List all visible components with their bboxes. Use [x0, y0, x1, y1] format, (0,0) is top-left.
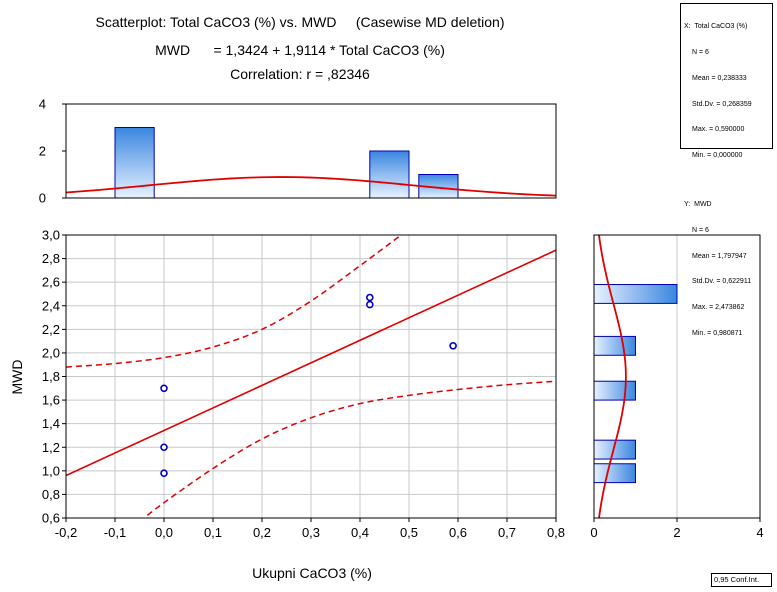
y-tick-label: 3,0 — [42, 228, 60, 243]
y-tick-label: 2,8 — [42, 251, 60, 266]
x-stats-header: X: Total CaCO3 (%) — [684, 23, 748, 31]
scatter-plot-panel: -0,2 -0,1 0,0 0,1 0,2 0,3 0,4 0,5 0,6 0,7 0,8 0,6 0,… — [42, 228, 565, 541]
data-point — [160, 384, 168, 393]
x-tick-label: 0,4 — [351, 525, 369, 540]
x-axis-label: Ukupni CaCO3 (%) — [252, 565, 372, 581]
right-hist-x-tick-label: 4 — [756, 525, 763, 540]
confidence-band-lower — [142, 380, 556, 518]
x-tick-label: 0,5 — [400, 525, 418, 540]
data-point — [160, 469, 168, 477]
y-stat-mean: Mean = 1,797947 — [692, 252, 747, 260]
y-tick-label: 0,8 — [42, 487, 60, 502]
y-stats-header: Y: MWD — [684, 201, 712, 209]
data-point — [160, 443, 168, 452]
x-tick-label: 0,6 — [449, 525, 467, 540]
x-tick-label: 0,8 — [547, 525, 565, 540]
y-stat-stddev: Std.Dv. = 0,622911 — [692, 278, 752, 286]
data-point — [449, 342, 457, 350]
top-hist-normal-curve — [65, 176, 557, 197]
x-histogram-panel: 0 2 4 — [39, 97, 557, 206]
y-tick-label: 1,4 — [42, 416, 60, 431]
top-hist-bar — [369, 150, 410, 199]
x-tick-label: 0,3 — [302, 525, 320, 540]
right-hist-normal-curve — [598, 234, 627, 519]
y-tick-label: 2,6 — [42, 275, 60, 290]
y-tick-label: 2,4 — [42, 298, 60, 313]
x-stat-stddev: Std.Dv. = 0,268359 — [692, 100, 752, 108]
x-tick-label: 0,2 — [253, 525, 271, 540]
right-hist-bar — [593, 463, 636, 484]
top-hist-y-tick-label: 4 — [39, 97, 46, 112]
y-stat-max: Max. = 2,473862 — [692, 304, 745, 312]
top-hist-y-tick-label: 2 — [39, 144, 46, 159]
y-tick-label: 1,0 — [42, 463, 60, 478]
y-stat-n: N = 6 — [692, 226, 709, 234]
regression-line — [66, 249, 556, 477]
y-tick-label: 2,2 — [42, 322, 60, 337]
y-tick-label: 0,6 — [42, 511, 60, 526]
data-point — [365, 300, 374, 309]
x-tick-label: -0,1 — [104, 525, 126, 540]
right-hist-x-tick-label: 0 — [590, 525, 597, 540]
y-tick-label: 1,6 — [42, 393, 60, 408]
regression-equation: MWD = 1,3424 + 1,9114 * Total CaCO3 (%) — [155, 42, 445, 58]
x-stat-min: Min. = 0,000000 — [692, 152, 743, 160]
top-hist-y-tick-label: 0 — [39, 191, 46, 206]
x-stat-n: N = 6 — [692, 48, 709, 56]
y-stat-min: Min. = 0,980871 — [692, 329, 743, 337]
correlation-label: Correlation: r = ,82346 — [230, 66, 370, 82]
x-tick-label: 0,7 — [498, 525, 516, 540]
plot-area — [66, 235, 556, 518]
x-stat-max: Max. = 0,590000 — [692, 126, 745, 134]
y-axis-label: MWD — [9, 360, 25, 395]
confidence-band-upper — [66, 235, 403, 368]
right-hist-bar — [593, 380, 636, 401]
x-tick-label: 0,0 — [155, 525, 173, 540]
x-tick-label: 0,1 — [204, 525, 222, 540]
data-point — [365, 293, 374, 302]
y-tick-label: 2,0 — [42, 345, 60, 360]
x-tick-label: -0,2 — [55, 525, 77, 540]
chart-title: Scatterplot: Total CaCO3 (%) vs. MWD (Ca… — [95, 14, 505, 30]
top-hist-frame — [65, 103, 557, 199]
right-hist-bar — [593, 284, 678, 304]
y-tick-label: 1,8 — [42, 369, 60, 384]
y-tick-label: 1,2 — [42, 440, 60, 455]
x-stat-mean: Mean = 0,238333 — [692, 74, 747, 82]
conf-int-legend: 0,95 Conf.Int. — [711, 573, 772, 587]
main-plot-frame — [65, 234, 557, 519]
stats-box: X: Total CaCO3 (%) N = 6 Mean = 0,238333… — [680, 3, 773, 337]
right-hist-frame — [593, 234, 761, 519]
right-hist-x-tick-label: 2 — [673, 525, 680, 540]
y-histogram-panel: 0 2 4 — [590, 234, 764, 540]
right-hist-bar — [593, 335, 636, 356]
